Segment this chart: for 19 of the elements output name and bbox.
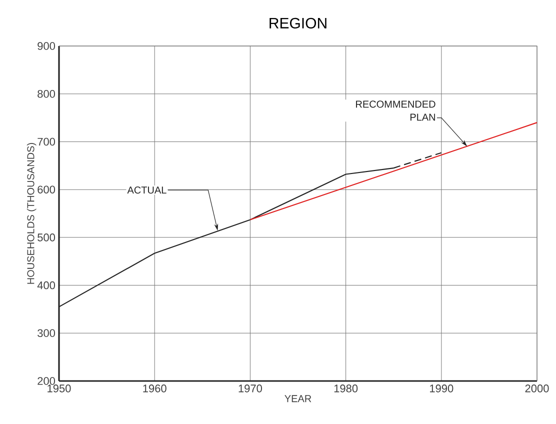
annotation: ACTUAL xyxy=(127,186,166,194)
y-tick-label: 200 xyxy=(38,377,56,385)
y-tick-label: 900 xyxy=(38,42,56,50)
y-tick-label: 700 xyxy=(38,138,56,146)
y-tick-label: 600 xyxy=(38,186,56,194)
x-tick-label: 1970 xyxy=(238,384,262,392)
y-tick-label: 800 xyxy=(38,90,56,98)
chart-title: REGION xyxy=(270,18,326,28)
y-tick-label: 300 xyxy=(38,329,56,338)
y-axis-title: HOUSEHOLDS (THOUSANDS) xyxy=(26,143,36,284)
x-tick-label: 1960 xyxy=(143,384,166,392)
x-tick-label: 1950 xyxy=(48,384,71,392)
x-tick-label: 1980 xyxy=(334,384,358,392)
y-tick-label: 500 xyxy=(38,234,56,242)
y-tick-label: 400 xyxy=(37,281,56,290)
annotation: RECOMMENDED PLAN xyxy=(356,100,436,121)
x-tick-label: 2000 xyxy=(525,384,549,392)
x-tick-label: 1990 xyxy=(430,384,454,392)
x-axis-title: YEAR xyxy=(284,395,312,402)
